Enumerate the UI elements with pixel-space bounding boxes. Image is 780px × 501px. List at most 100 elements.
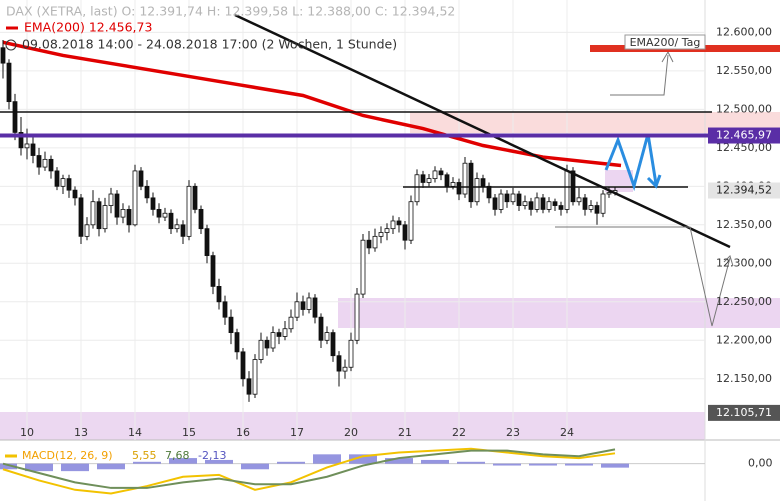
- arrow-head: [646, 174, 662, 189]
- clock-icon: [5, 39, 17, 51]
- candle-body: [474, 178, 480, 203]
- candle-body: [366, 239, 372, 249]
- candle-body: [390, 220, 396, 230]
- candle-body: [114, 193, 120, 218]
- candle-body: [84, 224, 90, 237]
- candle-body: [432, 170, 438, 180]
- candle-body: [534, 197, 540, 210]
- candle-body: [36, 155, 42, 168]
- candle-body: [480, 178, 486, 187]
- candle-body: [144, 185, 150, 199]
- candle-body: [576, 197, 582, 203]
- histogram-bar: [133, 461, 161, 464]
- x-tick-label: 22: [452, 426, 466, 439]
- candle-body: [90, 201, 96, 226]
- candle-body: [330, 332, 336, 357]
- y-tick-label: 12.300,00: [716, 256, 772, 269]
- candle-body: [318, 316, 324, 341]
- candle-body: [492, 197, 498, 210]
- level-label: 12.465,97: [716, 129, 772, 142]
- x-tick-label: 14: [128, 426, 142, 439]
- candle-body: [402, 224, 408, 241]
- candle-body: [60, 178, 66, 187]
- candle-body: [504, 193, 510, 203]
- candle-body: [414, 174, 420, 203]
- candle-body: [228, 316, 234, 333]
- header-period: 09.08.2018 14:00 - 24.08.2018 17:00 (2 W…: [22, 37, 397, 52]
- header-instrument: DAX (XETRA, last) O: 12.391,74 H: 12.399…: [6, 4, 455, 19]
- y-tick-label: 12.500,00: [716, 102, 772, 115]
- y-tick-label: 0,00: [748, 457, 773, 470]
- candle-body: [558, 205, 564, 210]
- candle-body: [168, 212, 174, 230]
- candle-body: [42, 158, 48, 168]
- macd-name: MACD(12, 26, 9): [22, 449, 113, 462]
- candle-body: [594, 205, 600, 214]
- candle-body: [270, 332, 276, 349]
- candle-body: [30, 143, 36, 156]
- candle-body: [234, 332, 240, 353]
- candle-body: [192, 185, 198, 210]
- candle-body: [252, 359, 258, 395]
- candle-body: [300, 301, 306, 310]
- candle-body: [120, 209, 126, 218]
- candle-body: [174, 224, 180, 230]
- histogram-bar: [205, 459, 233, 464]
- candle-body: [426, 178, 432, 183]
- histogram-bar: [0, 463, 17, 470]
- candle-body: [522, 201, 528, 206]
- candle-body: [186, 185, 192, 237]
- candle-body: [450, 182, 456, 187]
- histogram-value: -2,13: [198, 449, 226, 462]
- candle-body: [6, 62, 12, 103]
- ema-line: [2, 40, 622, 168]
- candle-body: [204, 228, 210, 257]
- histogram-bar: [241, 463, 269, 470]
- candle-body: [378, 232, 384, 237]
- candle-body: [486, 185, 492, 199]
- candle-body: [564, 170, 570, 210]
- candle-body: [138, 170, 144, 187]
- arrow-head: [723, 255, 734, 267]
- signal-value: 7,68: [165, 449, 190, 462]
- y-tick-label: 12.150,00: [716, 372, 772, 385]
- candle-body: [348, 339, 354, 368]
- candle-body: [546, 201, 552, 210]
- x-tick-label: 15: [182, 426, 196, 439]
- candle-body: [240, 351, 246, 380]
- candle-body: [126, 209, 132, 226]
- candle-body: [24, 143, 30, 149]
- candle-body: [336, 355, 342, 372]
- candle-body: [258, 339, 264, 360]
- candle-body: [354, 293, 360, 341]
- candle-body: [162, 212, 168, 218]
- level-label: 12.394,52: [716, 184, 772, 197]
- histogram-bar: [349, 454, 377, 464]
- x-tick-label: 16: [236, 426, 250, 439]
- scenario-zigzag: [604, 133, 658, 192]
- candle-body: [510, 193, 516, 203]
- candle-body: [246, 378, 252, 395]
- candle-body: [156, 209, 162, 218]
- candle-body: [18, 132, 24, 149]
- histogram-bar: [565, 463, 593, 466]
- candle-body: [72, 189, 78, 199]
- x-tick-label: 24: [560, 426, 574, 439]
- candle-body: [456, 182, 462, 195]
- y-tick-label: 12.450,00: [716, 141, 772, 154]
- y-tick-label: 12.550,00: [716, 64, 772, 77]
- candle-body: [12, 101, 18, 133]
- candle-body: [78, 197, 84, 237]
- annotation: EMA200/ Tag: [630, 36, 701, 49]
- x-tick-label: 13: [74, 426, 88, 439]
- histogram-bar: [421, 459, 449, 464]
- support-band: [0, 412, 705, 440]
- candle-body: [108, 193, 114, 206]
- support-zone: [338, 298, 780, 328]
- candle-body: [222, 301, 228, 318]
- level-box: [708, 404, 780, 421]
- resistance-zone: [410, 112, 780, 133]
- scenario-arrow: [555, 226, 731, 327]
- candle-body: [288, 316, 294, 330]
